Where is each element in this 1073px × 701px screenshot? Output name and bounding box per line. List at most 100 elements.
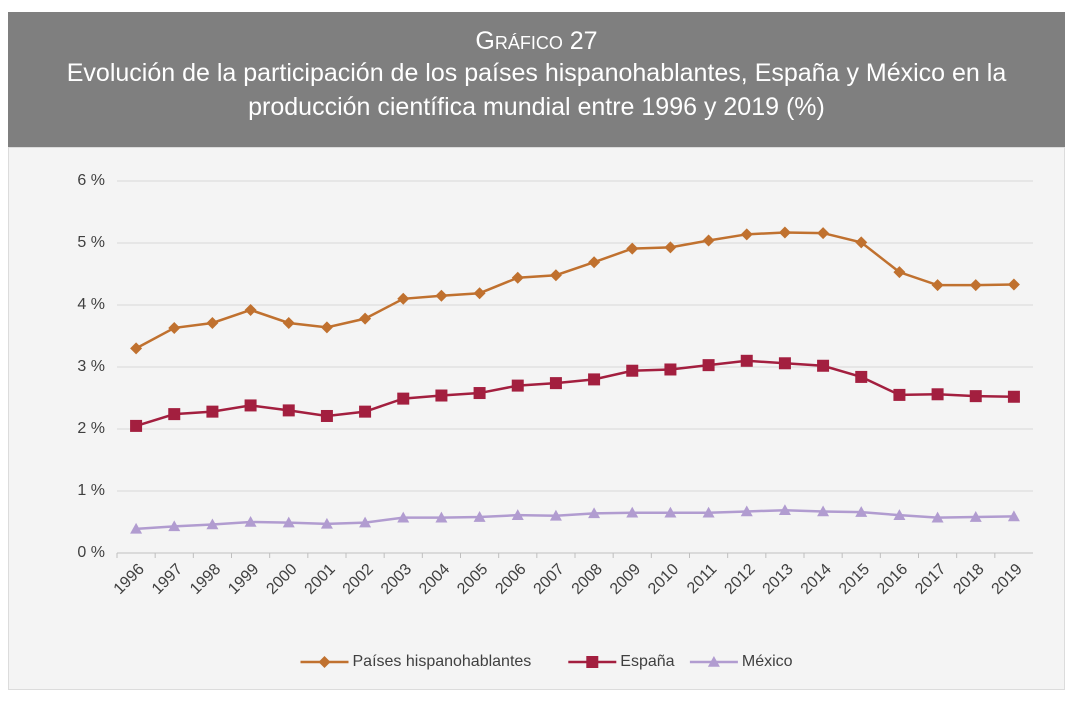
marker (397, 292, 410, 305)
marker (206, 405, 219, 418)
x-tick-label: 2019 (989, 561, 1026, 598)
marker (473, 287, 486, 300)
x-tick-label: 2005 (454, 561, 491, 598)
marker (130, 419, 143, 432)
x-tick-label: 1998 (187, 561, 224, 598)
legend-label: España (620, 653, 674, 670)
chart-label: Gráfico 27 (475, 27, 598, 55)
marker (359, 516, 372, 528)
marker (168, 321, 181, 334)
marker (473, 387, 486, 400)
marker (397, 392, 410, 405)
header: Gráfico 27 Evolución de la participación… (8, 12, 1065, 147)
series-line (136, 508, 1014, 531)
legend-marker (586, 656, 599, 668)
y-tick-label: 5 % (77, 234, 105, 251)
marker (320, 409, 333, 422)
marker (626, 242, 639, 255)
marker (626, 506, 639, 518)
marker (549, 509, 562, 521)
marker (664, 241, 677, 254)
legend-label: México (742, 653, 793, 670)
marker (855, 236, 868, 249)
x-tick-label: 2009 (607, 561, 644, 598)
marker (359, 312, 372, 325)
x-tick-label: 2011 (684, 561, 720, 597)
marker (778, 357, 791, 370)
series-line (135, 359, 1014, 428)
marker (664, 506, 677, 518)
marker (893, 266, 906, 279)
marker (1007, 390, 1020, 403)
marker (588, 256, 601, 269)
marker (435, 511, 448, 523)
x-tick-label: 2001 (302, 561, 339, 598)
x-tick-label: 2004 (416, 561, 453, 598)
marker (320, 321, 333, 334)
marker (206, 518, 219, 530)
marker (969, 279, 982, 292)
x-tick-label: 2014 (798, 561, 835, 598)
y-tick-label: 3 % (77, 358, 105, 375)
x-tick-label: 2015 (836, 561, 873, 598)
x-tick-label: 1997 (149, 561, 186, 598)
marker (893, 388, 906, 401)
marker (855, 370, 868, 383)
x-tick-label: 2000 (263, 561, 300, 598)
series-line (135, 231, 1014, 350)
chart-title: Evolución de la participación de los paí… (66, 59, 1007, 121)
marker (969, 390, 982, 403)
marker (206, 316, 219, 329)
marker (1007, 510, 1020, 522)
marker (549, 269, 562, 282)
marker (893, 509, 906, 520)
marker (282, 404, 295, 417)
x-tick-label: 2007 (531, 561, 568, 598)
legend-marker (318, 656, 331, 668)
y-tick-label: 1 % (77, 482, 105, 499)
marker (931, 279, 944, 292)
marker (931, 511, 944, 523)
chart-panel (8, 147, 1065, 690)
marker (817, 359, 830, 372)
x-tick-label: 2008 (569, 561, 606, 598)
x-tick-label: 1996 (111, 561, 148, 598)
marker (359, 405, 372, 418)
marker (168, 408, 181, 421)
marker (244, 516, 257, 527)
y-tick-label: 4 % (77, 296, 105, 313)
marker (588, 507, 601, 519)
x-tick-label: 2016 (874, 561, 911, 598)
y-tick-label: 6 % (77, 172, 105, 189)
legend-label: Países hispanohablantes (353, 653, 532, 670)
marker (282, 316, 295, 329)
marker (511, 379, 524, 392)
x-tick-label: 2013 (760, 561, 797, 598)
marker (969, 511, 982, 522)
marker (473, 511, 486, 522)
marker (664, 363, 677, 376)
marker (740, 354, 753, 367)
x-tick-label: 2006 (492, 561, 529, 598)
x-tick-label: 2018 (950, 561, 987, 598)
marker (282, 516, 295, 528)
x-tick-label: 1999 (225, 561, 262, 598)
x-tick-label: 2017 (912, 561, 949, 598)
marker (740, 228, 753, 241)
marker (244, 399, 257, 412)
marker (817, 227, 830, 240)
marker (740, 505, 753, 517)
marker (435, 389, 448, 402)
marker (588, 373, 601, 386)
marker (130, 522, 143, 534)
x-tick-label: 2012 (721, 561, 758, 598)
y-tick-label: 0 % (77, 544, 105, 561)
x-tick-label: 2003 (378, 561, 415, 598)
marker (855, 506, 868, 517)
x-tick-label: 2002 (340, 561, 377, 598)
marker (320, 517, 333, 529)
y-tick-label: 2 % (77, 420, 105, 437)
marker (931, 388, 944, 401)
